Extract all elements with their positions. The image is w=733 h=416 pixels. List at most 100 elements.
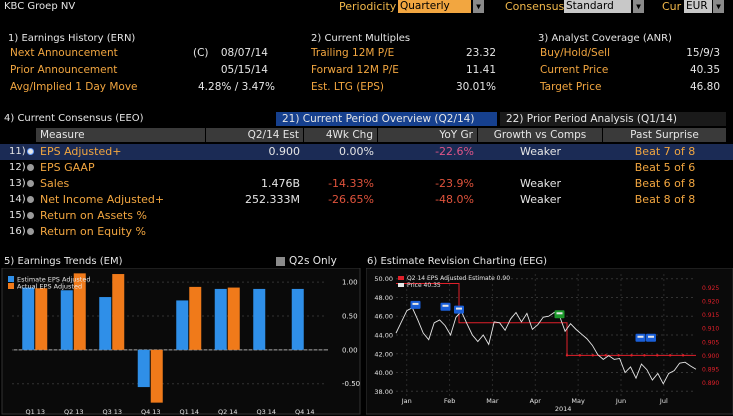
buy-hold-sell-value: 15/9/3 <box>686 47 720 59</box>
right-tick-label: 0.895 <box>702 366 719 373</box>
col-past-surprise[interactable]: Past Surprise <box>603 128 727 142</box>
consensus-select[interactable]: Standard <box>564 0 631 13</box>
x-tick-label: Feb <box>444 397 456 405</box>
row-radio-icon[interactable] <box>27 196 34 203</box>
current-multiples-title[interactable]: 2) Current Multiples <box>311 33 411 44</box>
row-number: 12) <box>9 162 26 173</box>
legend-price-swatch <box>398 283 404 287</box>
estimate-point <box>643 354 646 357</box>
legend-estimate-swatch <box>8 276 14 282</box>
bar <box>73 273 86 350</box>
revision-marker-glyph <box>556 312 563 315</box>
estimate-value <box>206 224 300 240</box>
growth-vs-comps <box>478 160 603 176</box>
estimate-point <box>604 354 607 357</box>
y-tick-label: 1.00 <box>342 279 358 287</box>
yoy-growth: -48.0% <box>435 193 474 206</box>
four-week-change <box>304 160 374 176</box>
row-radio-icon[interactable] <box>27 164 34 171</box>
row-radio-icon[interactable] <box>27 212 34 219</box>
est-ltg-label: Est. LTG (EPS) <box>311 81 385 93</box>
col-4wk-chg[interactable]: 4Wk Chg <box>304 128 378 142</box>
right-tick-label: 0.900 <box>702 353 719 360</box>
revision-marker-glyph <box>648 335 654 338</box>
table-row[interactable]: 16) Return on Equity % <box>0 224 733 240</box>
earnings-history-title[interactable]: 1) Earnings History (ERN) <box>8 33 136 44</box>
col-estimate[interactable]: Q2/14 Est <box>206 128 304 142</box>
row-radio-icon[interactable] <box>27 228 34 235</box>
tab-prior-period-analysis[interactable]: 22) Prior Period Analysis (Q1/14) <box>500 112 726 126</box>
col-yoy-gr[interactable]: YoY Gr <box>378 128 478 142</box>
estimate-value <box>206 208 300 224</box>
growth-vs-comps <box>478 224 603 240</box>
earnings-trends-title[interactable]: 5) Earnings Trends (EM) <box>4 256 123 267</box>
estimate-revision-title[interactable]: 6) Estimate Revision Charting (EEG) <box>367 256 548 267</box>
past-surprise <box>603 224 727 240</box>
left-tick-label: 46.00 <box>374 313 393 321</box>
x-tick-label: Q2 13 <box>64 408 84 416</box>
row-number: 11) <box>9 146 26 157</box>
prior-announcement-value: 05/15/14 <box>220 64 268 76</box>
analyst-coverage-title[interactable]: 3) Analyst Coverage (ANR) <box>538 33 672 44</box>
left-tick-label: 48.00 <box>374 294 393 302</box>
trailing-pe-label: Trailing 12M P/E <box>311 47 395 59</box>
tab-current-period-overview[interactable]: 21) Current Period Overview (Q2/14) <box>276 112 497 126</box>
revision-marker-glyph <box>637 335 644 338</box>
x-tick-label: Q4 13 <box>141 408 161 416</box>
right-tick-label: 0.915 <box>702 312 719 319</box>
estimate-point <box>617 354 620 357</box>
four-week-change: 0.00% <box>339 145 374 158</box>
q2s-only-label: Q2s Only <box>289 255 337 267</box>
table-row[interactable]: 14) Net Income Adjusted+ 252.333M -26.65% -4… <box>0 192 733 208</box>
earnings-trends-chart: 1.00 0.50 0.00 -0.50 Q1 13 Q2 13 Q3 13 Q4 13 Q1 … <box>1 268 361 416</box>
measure-name: Return on Assets % <box>40 209 147 222</box>
table-row[interactable]: 13) Sales 1.476B -14.33% -23.9% Weaker Beat 6 … <box>0 176 733 192</box>
table-row[interactable]: 15) Return on Assets % <box>0 208 733 224</box>
measure-name: Net Income Adjusted+ <box>40 193 165 206</box>
currency-dropdown-icon[interactable]: ▼ <box>713 0 724 13</box>
forward-pe-label: Forward 12M P/E <box>311 64 399 76</box>
periodicity-label: Periodicity <box>339 0 397 13</box>
consensus-dropdown-icon[interactable]: ▼ <box>633 0 644 13</box>
est-ltg-value: 30.01% <box>455 81 496 93</box>
target-price-value: 46.80 <box>689 81 720 93</box>
left-tick-label: 40.00 <box>374 369 393 377</box>
row-radio-icon[interactable] <box>27 148 34 155</box>
col-growth-vs-comps[interactable]: Growth vs Comps <box>478 128 603 142</box>
col-measure[interactable]: Measure <box>36 128 206 142</box>
current-consensus-title[interactable]: 4) Current Consensus (EEO) <box>4 113 144 124</box>
bar <box>137 349 150 388</box>
x-tick-label: Apr <box>530 397 542 405</box>
past-surprise: Beat 6 of 8 <box>634 177 696 190</box>
row-number: 16) <box>9 226 26 237</box>
legend-actual-swatch <box>8 283 14 289</box>
table-row[interactable]: 11) EPS Adjusted+ 0.900 0.00% -22.6% Weaker Be… <box>0 144 733 160</box>
revision-marker-glyph <box>456 307 462 310</box>
row-radio-icon[interactable] <box>27 180 34 187</box>
table-row[interactable]: 12) EPS GAAP Beat 5 of 6 <box>0 160 733 176</box>
left-tick-label: 38.00 <box>374 388 393 396</box>
past-surprise: Beat 8 of 8 <box>634 193 696 206</box>
past-surprise: Beat 7 of 8 <box>634 145 696 158</box>
forward-pe-value: 11.41 <box>465 64 496 76</box>
estimate-value: 252.333M <box>245 193 300 206</box>
x-tick-label: Jul <box>659 397 668 405</box>
estimate-point <box>681 354 685 357</box>
bar <box>150 349 163 403</box>
x-tick-label: Q3 13 <box>102 408 122 416</box>
left-tick-label: 50.00 <box>374 275 393 283</box>
estimate-point <box>669 354 672 357</box>
currency-select[interactable]: EUR <box>684 0 712 13</box>
past-surprise <box>603 208 727 224</box>
estimate-point <box>565 354 569 357</box>
revision-marker-icon[interactable] <box>454 305 464 314</box>
q2s-only-checkbox[interactable] <box>276 257 285 266</box>
periodicity-select[interactable]: Quarterly <box>398 0 471 13</box>
next-announcement-flag: (C) <box>193 47 209 59</box>
periodicity-dropdown-icon[interactable]: ▼ <box>473 0 484 13</box>
current-price-label: Current Price <box>540 64 609 76</box>
y-tick-label: 0.00 <box>342 346 358 354</box>
legend-actual-label: Actual EPS Adjusted <box>17 283 82 291</box>
right-tick-label: 0.920 <box>702 299 719 306</box>
estimate-point <box>656 354 659 357</box>
